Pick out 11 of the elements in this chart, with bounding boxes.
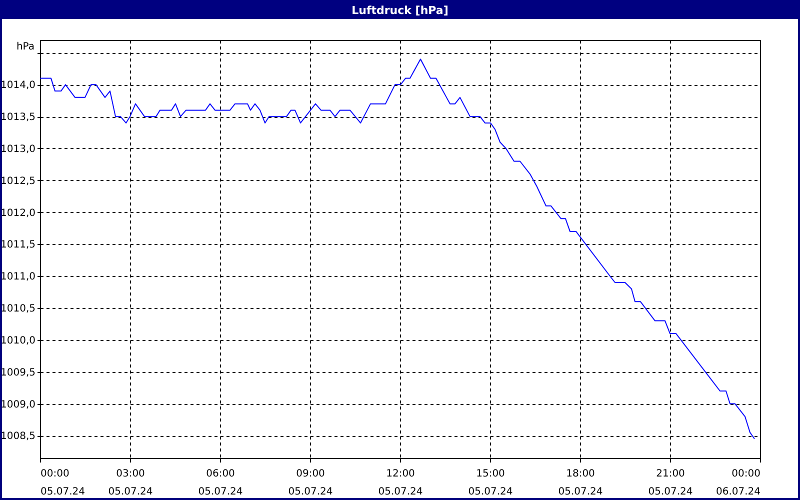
x-tick-label: 18:00 05.07.24 xyxy=(558,468,603,498)
x-tick-label: 00:00 06.07.24 xyxy=(716,468,760,498)
chart-title: Luftdruck [hPa] xyxy=(2,2,798,19)
x-tick-label: 09:00 05.07.24 xyxy=(288,468,333,498)
x-tick-label: 03:00 05.07.24 xyxy=(108,468,153,498)
x-tick-label: 00:00 05.07.24 xyxy=(40,468,86,498)
x-tick-label: 06:00 05.07.24 xyxy=(198,468,243,498)
x-tick-label: 21:00 05.07.24 xyxy=(648,468,693,498)
x-tick-label: 15:00 05.07.24 xyxy=(468,468,513,498)
y-axis-title: hPa xyxy=(16,42,34,52)
x-tick-label: 12:00 05.07.24 xyxy=(378,468,423,498)
